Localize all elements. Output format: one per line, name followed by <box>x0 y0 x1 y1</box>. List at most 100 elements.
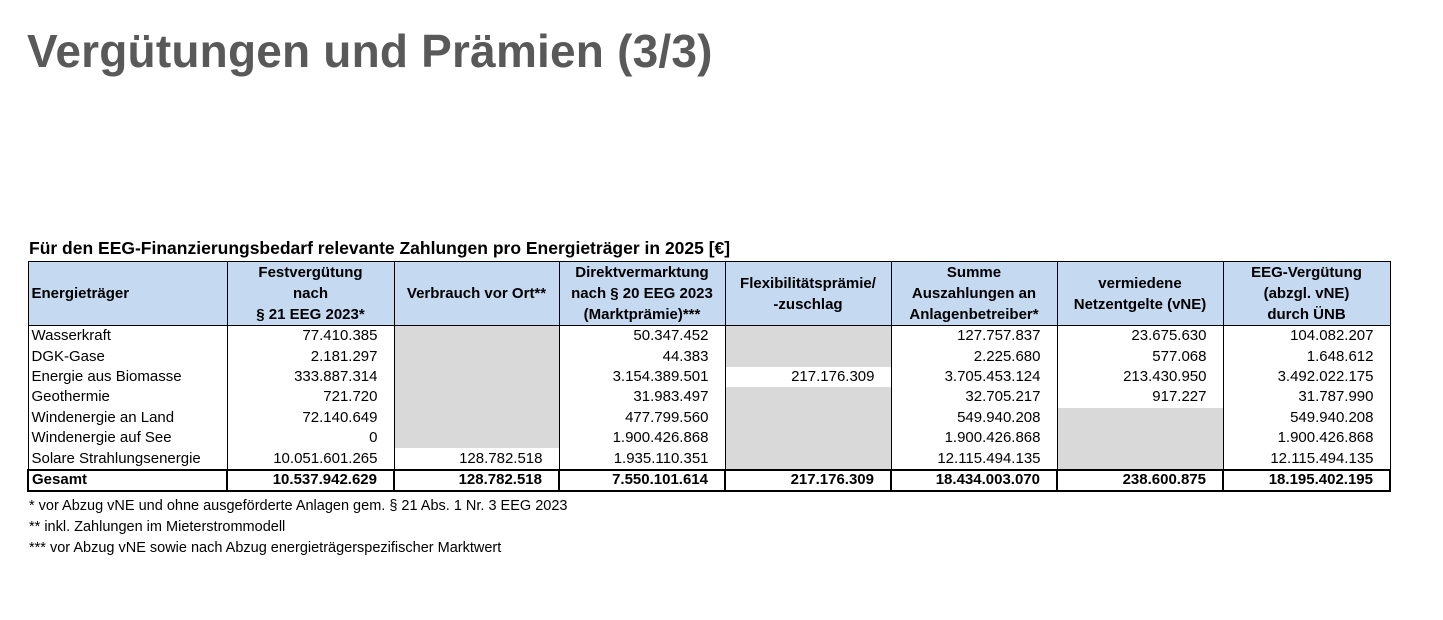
header-row: Energieträger Festvergütung nach § 21 EEG 2… <box>27 261 1391 326</box>
column-header: Energieträger <box>27 261 228 326</box>
column-header: Festvergütung nach § 21 EEG 2023* <box>226 261 395 326</box>
data-row: Wasserkraft 77.410.385 50.347.452 127.757.8… <box>27 325 1391 347</box>
header-line: durch ÜNB <box>1267 306 1346 323</box>
empty-cell <box>724 346 892 367</box>
header-line: Anlagenbetreiber* <box>909 306 1039 323</box>
empty-cell <box>393 427 560 449</box>
data-row: Energie aus Biomasse 333.887.314 3.154.389… <box>27 366 1391 388</box>
value-cell: 917.227 <box>1056 387 1224 408</box>
header-line: -zuschlag <box>773 295 843 313</box>
empty-cell <box>393 366 560 388</box>
empty-cell <box>393 346 560 367</box>
value-cell: 0 <box>226 427 395 449</box>
row-label: DGK-Gase <box>27 346 228 367</box>
data-row: Windenergie auf See 0 1.900.426.868 1.900.4… <box>27 427 1391 449</box>
value-cell: 23.675.630 <box>1056 325 1224 347</box>
column-header: Direktvermarktung nach § 20 EEG 2023 (Mark… <box>558 261 726 326</box>
value-cell: 12.115.494.135 <box>890 448 1058 470</box>
value-cell: 1.900.426.868 <box>890 427 1058 449</box>
total-value: 217.176.309 <box>724 468 892 492</box>
value-cell: 10.051.601.265 <box>226 448 395 470</box>
header-line: Flexibilitätsprämie/ <box>740 274 876 292</box>
footnote: * vor Abzug vNE und ohne ausgeförderte A… <box>29 498 568 514</box>
value-cell: 721.720 <box>226 387 395 408</box>
header-line: nach <box>292 285 328 302</box>
header-line: Festvergütung <box>258 264 363 281</box>
total-value: 18.434.003.070 <box>890 468 1058 492</box>
value-cell: 1.900.426.868 <box>1222 427 1391 449</box>
value-cell: 549.940.208 <box>1222 407 1391 428</box>
empty-cell <box>1056 407 1224 428</box>
row-label: Solare Strahlungsenergie <box>27 448 228 470</box>
footnote: ** inkl. Zahlungen im Mieterstrommodell <box>29 519 286 535</box>
header-line: Netzentgelte (vNE) <box>1073 295 1207 313</box>
data-row: DGK-Gase 2.181.297 44.383 2.225.680 577.068 1… <box>27 346 1391 367</box>
value-cell: 213.430.950 <box>1056 366 1224 388</box>
column-header: EEG-Vergütung (abzgl. vNE) durch ÜNB <box>1222 261 1391 326</box>
row-label: Windenergie auf See <box>27 427 228 449</box>
value-cell: 1.648.612 <box>1222 346 1391 367</box>
value-cell: 128.782.518 <box>393 448 560 470</box>
total-value: 18.195.402.195 <box>1222 468 1391 492</box>
empty-cell <box>1056 448 1224 470</box>
empty-cell <box>724 407 892 428</box>
empty-cell <box>1056 427 1224 449</box>
header-line: (abzgl. vNE) <box>1263 285 1350 302</box>
total-value: 10.537.942.629 <box>226 468 395 492</box>
value-cell: 12.115.494.135 <box>1222 448 1391 470</box>
header-line: Direktvermarktung <box>575 264 709 281</box>
header-line: § 21 EEG 2023* <box>256 306 365 323</box>
empty-cell <box>724 427 892 449</box>
row-label: Windenergie an Land <box>27 407 228 428</box>
empty-cell <box>393 387 560 408</box>
value-cell: 77.410.385 <box>226 325 395 347</box>
data-row: Solare Strahlungsenergie 10.051.601.265 12… <box>27 448 1391 470</box>
footnote: *** vor Abzug vNE sowie nach Abzug energ… <box>29 540 502 556</box>
value-cell: 1.900.426.868 <box>558 427 726 449</box>
row-label: Geothermie <box>27 387 228 408</box>
header-line: (Marktprämie)*** <box>583 306 701 323</box>
value-cell: 32.705.217 <box>890 387 1058 408</box>
total-label: Gesamt <box>27 468 228 492</box>
empty-cell <box>724 448 892 470</box>
empty-cell <box>393 407 560 428</box>
header-line: EEG-Vergütung <box>1251 264 1362 281</box>
total-row: Gesamt 10.537.942.629 128.782.518 7.550.101… <box>27 468 1391 492</box>
total-value: 128.782.518 <box>393 468 560 492</box>
value-cell: 3.705.453.124 <box>890 366 1058 388</box>
total-value: 238.600.875 <box>1056 468 1224 492</box>
header-line: Auszahlungen an <box>911 285 1037 302</box>
value-cell: 72.140.649 <box>226 407 395 428</box>
value-cell: 2.225.680 <box>890 346 1058 367</box>
data-row: Windenergie an Land 72.140.649 477.799.560… <box>27 407 1391 428</box>
value-cell: 1.935.110.351 <box>558 448 726 470</box>
value-cell: 104.082.207 <box>1222 325 1391 347</box>
table-caption: Für den EEG-Finanzierungsbedarf relevant… <box>29 238 731 258</box>
header-line: vermiedene <box>1098 274 1182 292</box>
header-line: Energieträger <box>31 285 130 302</box>
column-header: vermiedene Netzentgelte (vNE) <box>1056 261 1224 326</box>
empty-cell <box>393 325 560 347</box>
row-label: Energie aus Biomasse <box>27 366 228 388</box>
value-cell: 2.181.297 <box>226 346 395 367</box>
value-cell: 31.983.497 <box>558 387 726 408</box>
empty-cell <box>724 387 892 408</box>
value-cell: 127.757.837 <box>890 325 1058 347</box>
row-label: Wasserkraft <box>27 325 228 347</box>
value-cell: 3.154.389.501 <box>558 366 726 388</box>
value-cell: 44.383 <box>558 346 726 367</box>
data-row: Geothermie 721.720 31.983.497 32.705.217 917… <box>27 387 1391 408</box>
value-cell: 333.887.314 <box>226 366 395 388</box>
payments-table: Energieträger Festvergütung nach § 21 EEG 2… <box>27 261 1391 492</box>
column-header: Verbrauch vor Ort** <box>393 261 560 326</box>
value-cell: 477.799.560 <box>558 407 726 428</box>
value-cell: 577.068 <box>1056 346 1224 367</box>
column-header: Summe Auszahlungen an Anlagenbetreiber* <box>890 261 1058 326</box>
value-cell: 31.787.990 <box>1222 387 1391 408</box>
value-cell: 3.492.022.175 <box>1222 366 1391 388</box>
value-cell: 549.940.208 <box>890 407 1058 428</box>
header-line: Verbrauch vor Ort** <box>406 285 547 302</box>
header-line: Summe <box>946 264 1002 281</box>
slide-title: Vergütungen und Prämien (3/3) <box>27 25 713 77</box>
